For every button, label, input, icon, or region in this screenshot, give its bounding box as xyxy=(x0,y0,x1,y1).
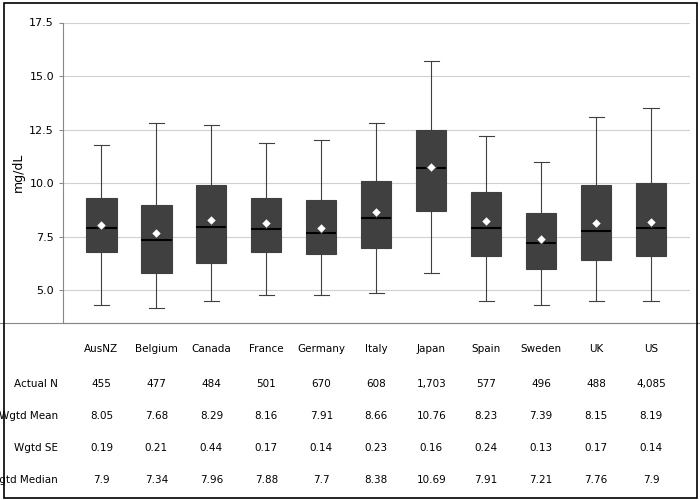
Text: 0.21: 0.21 xyxy=(145,443,168,453)
Text: Wgtd Median: Wgtd Median xyxy=(0,475,58,485)
Text: 10.69: 10.69 xyxy=(416,475,446,485)
Text: 477: 477 xyxy=(146,380,167,390)
Text: Spain: Spain xyxy=(472,344,500,354)
Text: 8.66: 8.66 xyxy=(365,411,388,421)
Text: 8.16: 8.16 xyxy=(255,411,278,421)
Text: Actual N: Actual N xyxy=(14,380,58,390)
Text: 7.9: 7.9 xyxy=(643,475,659,485)
PathPatch shape xyxy=(196,186,227,262)
PathPatch shape xyxy=(251,198,281,252)
PathPatch shape xyxy=(636,183,666,256)
Text: 0.17: 0.17 xyxy=(255,443,278,453)
Text: 7.88: 7.88 xyxy=(255,475,278,485)
Text: 7.68: 7.68 xyxy=(145,411,168,421)
PathPatch shape xyxy=(86,198,117,252)
PathPatch shape xyxy=(581,186,611,260)
Text: 501: 501 xyxy=(256,380,276,390)
Text: 7.91: 7.91 xyxy=(309,411,333,421)
Text: 7.21: 7.21 xyxy=(529,475,553,485)
Text: 4,085: 4,085 xyxy=(636,380,666,390)
Text: Belgium: Belgium xyxy=(135,344,178,354)
Text: 0.19: 0.19 xyxy=(90,443,113,453)
Text: Canada: Canada xyxy=(192,344,231,354)
Text: 7.39: 7.39 xyxy=(529,411,553,421)
Text: UK: UK xyxy=(589,344,603,354)
PathPatch shape xyxy=(416,130,447,211)
Text: 608: 608 xyxy=(366,380,386,390)
PathPatch shape xyxy=(306,200,337,254)
Text: 0.14: 0.14 xyxy=(309,443,333,453)
Text: Sweden: Sweden xyxy=(521,344,561,354)
Text: Germany: Germany xyxy=(298,344,345,354)
Text: 8.19: 8.19 xyxy=(639,411,663,421)
Text: 0.23: 0.23 xyxy=(365,443,388,453)
Text: Wgtd SE: Wgtd SE xyxy=(14,443,58,453)
Text: 0.44: 0.44 xyxy=(199,443,223,453)
Text: 8.05: 8.05 xyxy=(90,411,113,421)
Text: 1,703: 1,703 xyxy=(416,380,446,390)
Text: 496: 496 xyxy=(531,380,551,390)
Y-axis label: mg/dL: mg/dL xyxy=(12,153,25,192)
PathPatch shape xyxy=(526,213,557,269)
Text: France: France xyxy=(249,344,284,354)
Text: 577: 577 xyxy=(476,380,496,390)
Text: 484: 484 xyxy=(202,380,221,390)
Text: 455: 455 xyxy=(92,380,111,390)
Text: Japan: Japan xyxy=(416,344,446,354)
Text: 8.29: 8.29 xyxy=(199,411,223,421)
Text: Wgtd Mean: Wgtd Mean xyxy=(0,411,58,421)
PathPatch shape xyxy=(361,181,391,248)
Text: US: US xyxy=(644,344,658,354)
Text: 0.24: 0.24 xyxy=(475,443,498,453)
Text: 8.38: 8.38 xyxy=(365,475,388,485)
Text: 7.91: 7.91 xyxy=(475,475,498,485)
Text: 0.13: 0.13 xyxy=(530,443,553,453)
Text: 7.7: 7.7 xyxy=(313,475,330,485)
Text: 8.23: 8.23 xyxy=(475,411,498,421)
Text: 7.34: 7.34 xyxy=(145,475,168,485)
Text: 0.14: 0.14 xyxy=(640,443,663,453)
Text: 0.17: 0.17 xyxy=(584,443,608,453)
Text: 7.76: 7.76 xyxy=(584,475,608,485)
Text: 8.15: 8.15 xyxy=(584,411,608,421)
Text: 488: 488 xyxy=(586,380,606,390)
Text: 0.16: 0.16 xyxy=(419,443,443,453)
Text: 7.96: 7.96 xyxy=(199,475,223,485)
Text: AusNZ: AusNZ xyxy=(85,344,118,354)
PathPatch shape xyxy=(141,204,172,273)
Text: 670: 670 xyxy=(312,380,331,390)
PathPatch shape xyxy=(471,192,501,256)
Text: Italy: Italy xyxy=(365,344,388,354)
Text: 7.9: 7.9 xyxy=(93,475,110,485)
Text: 10.76: 10.76 xyxy=(416,411,446,421)
